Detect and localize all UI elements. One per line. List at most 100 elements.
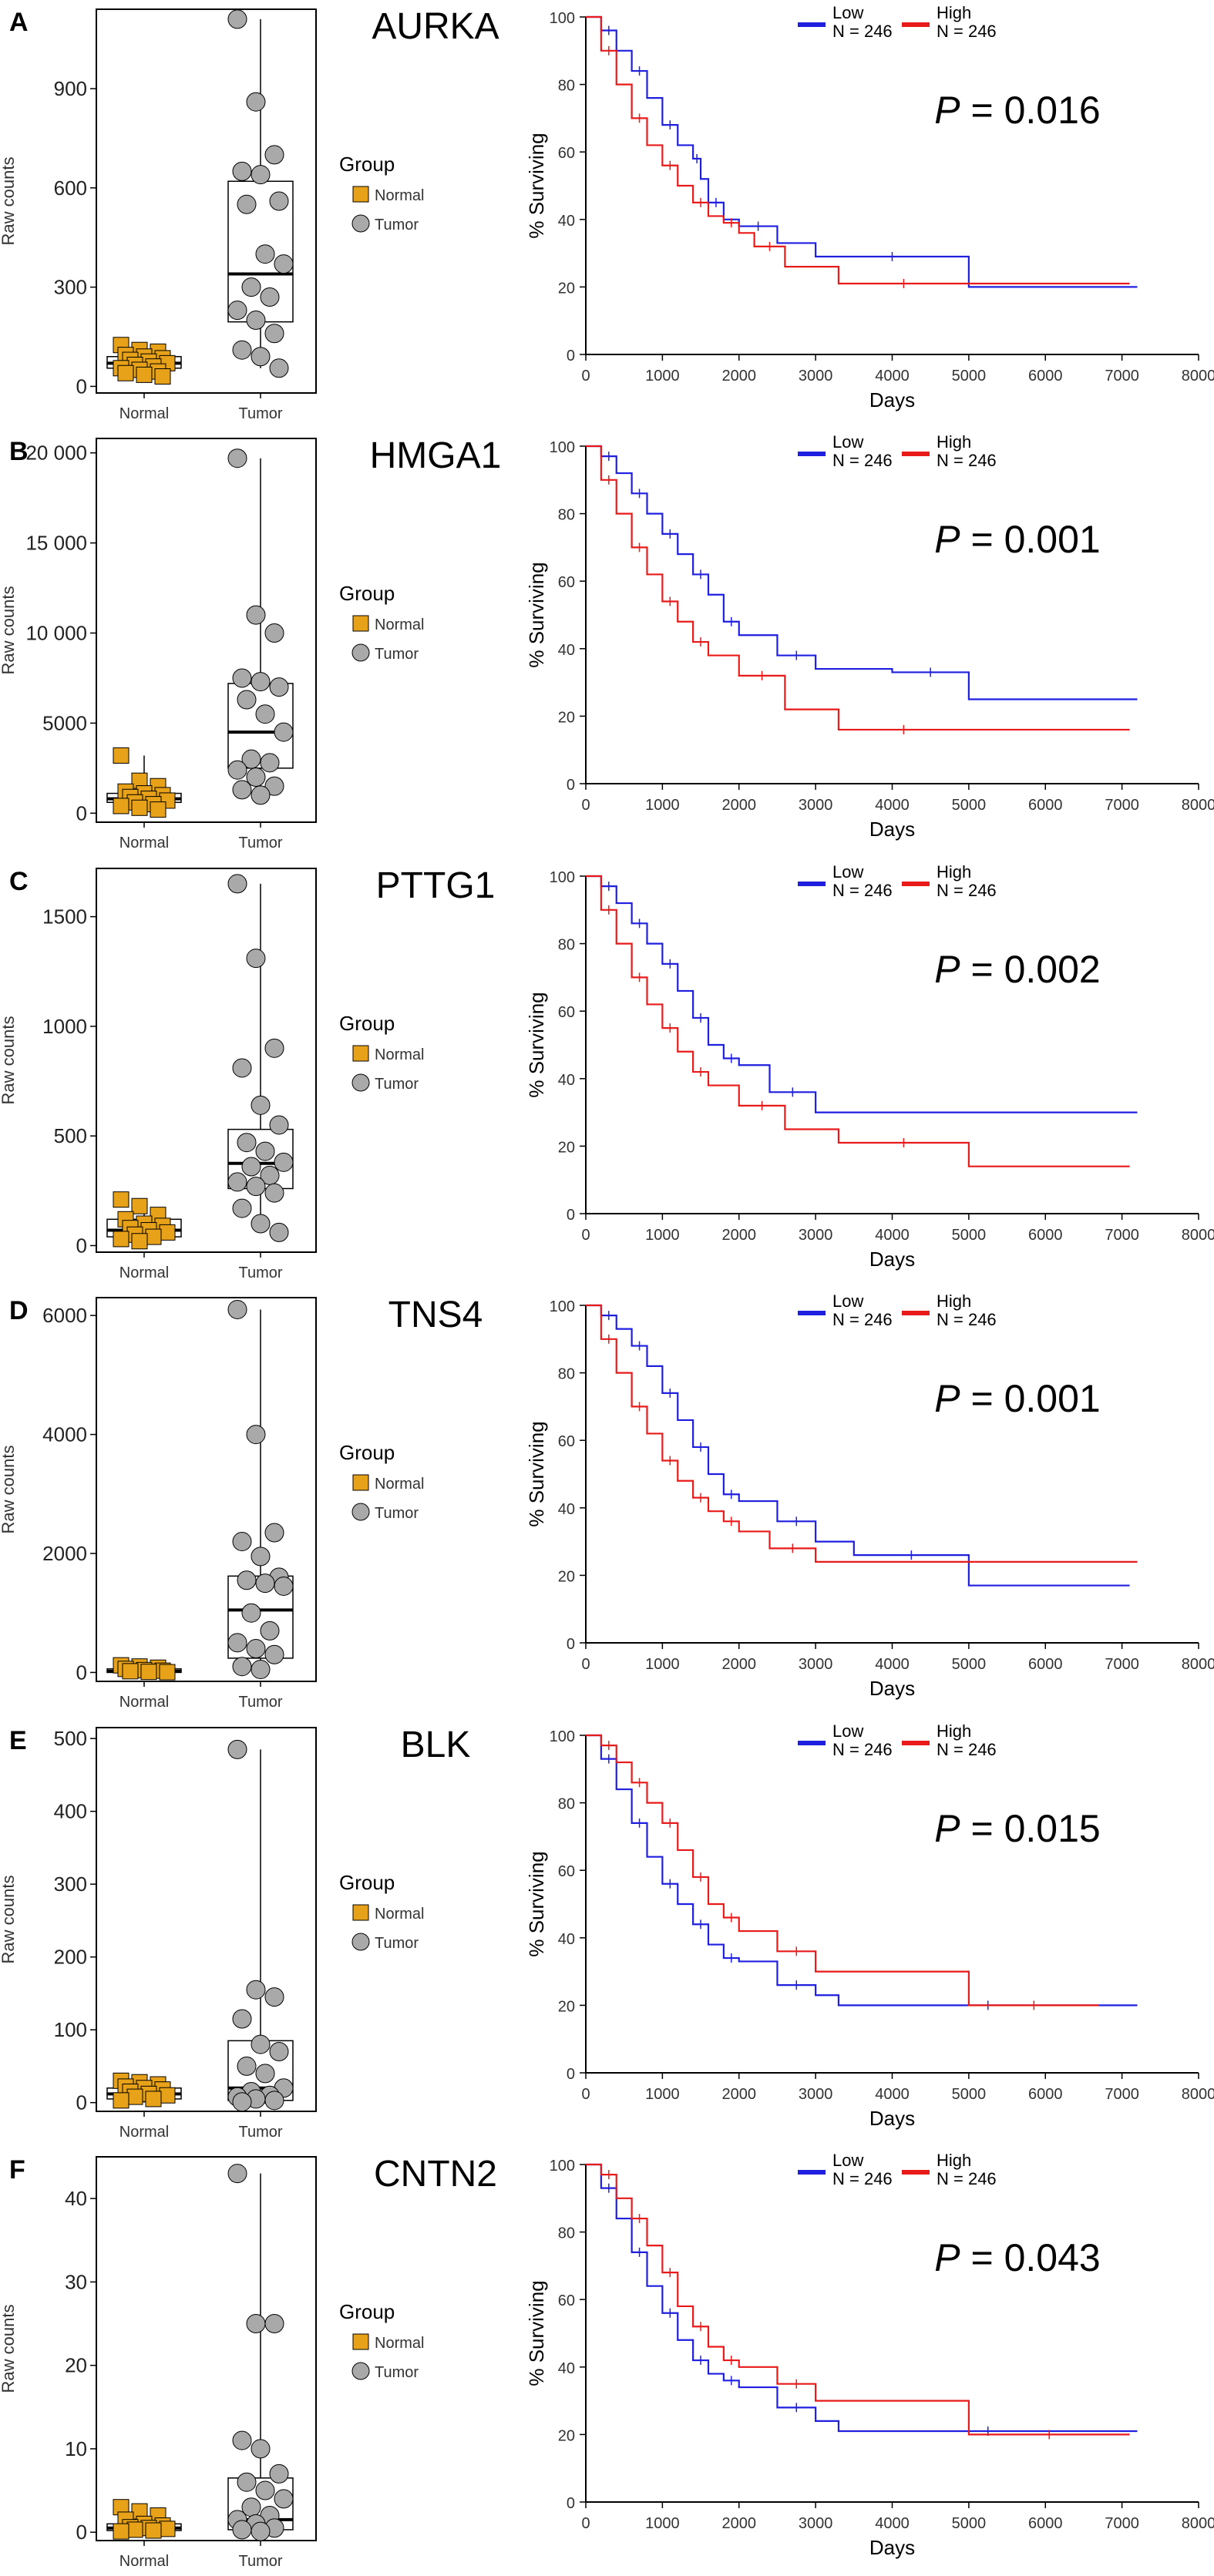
tumor-point bbox=[269, 191, 289, 211]
km-x-axis-label: Days bbox=[869, 818, 915, 841]
normal-point bbox=[113, 2092, 129, 2109]
km-y-tick-label: 100 bbox=[550, 439, 575, 456]
y-tick-label: 10 bbox=[65, 2437, 87, 2460]
y-tick-label: 20 000 bbox=[25, 442, 87, 465]
tumor-point bbox=[227, 874, 247, 894]
km-x-tick-label: 0 bbox=[581, 2086, 590, 2103]
legend-low-label: Low bbox=[832, 1721, 863, 1741]
km-y-tick-label: 0 bbox=[567, 1207, 575, 1224]
km-y-tick-label: 0 bbox=[567, 1636, 575, 1653]
tumor-point bbox=[241, 277, 261, 297]
legend-low-n: N = 246 bbox=[832, 451, 893, 470]
normal-point bbox=[122, 1663, 139, 1680]
y-axis-label: Raw counts bbox=[0, 1876, 18, 1964]
tumor-point bbox=[232, 2520, 252, 2540]
normal-point bbox=[113, 798, 129, 814]
km-x-tick-label: 0 bbox=[581, 1656, 590, 1673]
km-x-axis-label: Days bbox=[869, 2536, 915, 2559]
tumor-point bbox=[232, 2430, 252, 2450]
tumor-point bbox=[241, 749, 261, 769]
tumor-point bbox=[260, 287, 280, 307]
km-x-tick-label: 3000 bbox=[799, 368, 833, 385]
tumor-point bbox=[264, 623, 284, 643]
p-value: P = 0.002 bbox=[934, 948, 1100, 991]
km-y-tick-label: 60 bbox=[558, 2292, 575, 2309]
legend-tumor-label: Tumor bbox=[375, 1505, 419, 1522]
y-tick-label: 2000 bbox=[42, 1542, 87, 1565]
boxplot-frame bbox=[96, 2156, 317, 2541]
normal-point bbox=[117, 364, 134, 381]
tumor-point bbox=[269, 677, 289, 697]
legend-tumor-label: Tumor bbox=[375, 1935, 419, 1952]
legend-normal-swatch bbox=[352, 615, 369, 632]
km-y-tick-label: 60 bbox=[558, 574, 575, 591]
legend-high-label: High bbox=[937, 3, 971, 22]
panel-letter: C bbox=[9, 867, 29, 896]
km-x-tick-label: 8000 bbox=[1182, 2086, 1214, 2103]
p-symbol: P bbox=[934, 1807, 960, 1850]
panel-f: F CNTN2 0 10 20 30 40 Raw counts Normal Tumor Grou… bbox=[0, 2151, 1214, 2570]
legend-high-n: N = 246 bbox=[937, 1740, 997, 1759]
km-y-tick-label: 20 bbox=[558, 1139, 575, 1156]
km-x-tick-label: 1000 bbox=[645, 1227, 680, 1244]
tumor-point bbox=[241, 1603, 261, 1623]
tumor-point bbox=[264, 2314, 284, 2334]
tumor-point bbox=[269, 2042, 289, 2062]
tumor-point bbox=[237, 2056, 257, 2076]
legend-title: Group bbox=[339, 582, 395, 605]
y-axis-label: Raw counts bbox=[0, 1446, 18, 1534]
tumor-point bbox=[227, 448, 247, 469]
legend-low-label: Low bbox=[832, 3, 863, 22]
tumor-point bbox=[251, 785, 271, 805]
km-y-tick-label: 40 bbox=[558, 1501, 575, 1518]
tumor-point bbox=[232, 2092, 252, 2112]
km-x-tick-label: 4000 bbox=[875, 1656, 910, 1673]
p-value: P = 0.015 bbox=[934, 1807, 1100, 1850]
legend-high-label: High bbox=[937, 2151, 971, 2170]
km-y-tick-label: 80 bbox=[558, 1366, 575, 1383]
tumor-point bbox=[264, 776, 284, 796]
tumor-point bbox=[255, 1141, 275, 1161]
legend-title: Group bbox=[339, 1012, 395, 1035]
normal-point bbox=[113, 747, 129, 764]
gene-title: BLK bbox=[401, 1725, 471, 1765]
km-x-axis-label: Days bbox=[869, 2107, 915, 2130]
high-survival-curve bbox=[586, 445, 1130, 731]
tumor-point bbox=[255, 704, 275, 724]
tumor-point bbox=[232, 1058, 252, 1078]
km-y-tick-label: 100 bbox=[550, 1728, 575, 1745]
km-x-tick-label: 6000 bbox=[1028, 2515, 1063, 2532]
x-tick-label: Tumor bbox=[238, 2553, 282, 2570]
km-x-tick-label: 5000 bbox=[952, 368, 987, 385]
normal-point bbox=[131, 1233, 148, 1250]
km-x-tick-label: 4000 bbox=[875, 2515, 910, 2532]
y-tick-label: 1500 bbox=[42, 905, 87, 929]
normal-point bbox=[159, 1224, 176, 1241]
legend-high-label: High bbox=[937, 432, 971, 452]
legend-title: Group bbox=[339, 153, 395, 176]
low-survival-curve bbox=[586, 445, 1138, 700]
tumor-point bbox=[251, 1660, 271, 1680]
tumor-point bbox=[251, 1214, 271, 1234]
km-x-tick-label: 3000 bbox=[799, 2515, 833, 2532]
km-y-tick-label: 0 bbox=[567, 2066, 575, 2083]
tumor-point bbox=[264, 1987, 284, 2007]
normal-point bbox=[145, 2091, 162, 2107]
km-y-axis-label: % Surviving bbox=[525, 133, 548, 238]
tumor-point bbox=[274, 722, 294, 742]
p-equals: = bbox=[960, 89, 1004, 132]
tumor-point bbox=[241, 1157, 261, 1177]
km-y-tick-label: 80 bbox=[558, 507, 575, 524]
km-y-tick-label: 80 bbox=[558, 78, 575, 95]
km-y-tick-label: 20 bbox=[558, 2427, 575, 2444]
legend-title: Group bbox=[339, 1871, 395, 1894]
p-value: P = 0.043 bbox=[934, 2236, 1100, 2279]
panel-letter: B bbox=[9, 437, 29, 466]
normal-point bbox=[159, 2521, 176, 2537]
x-tick-label: Tumor bbox=[238, 2124, 282, 2141]
tumor-point bbox=[255, 1573, 275, 1594]
km-x-tick-label: 4000 bbox=[875, 1227, 910, 1244]
legend-low-label: Low bbox=[832, 2151, 863, 2170]
km-x-tick-label: 2000 bbox=[722, 797, 757, 814]
